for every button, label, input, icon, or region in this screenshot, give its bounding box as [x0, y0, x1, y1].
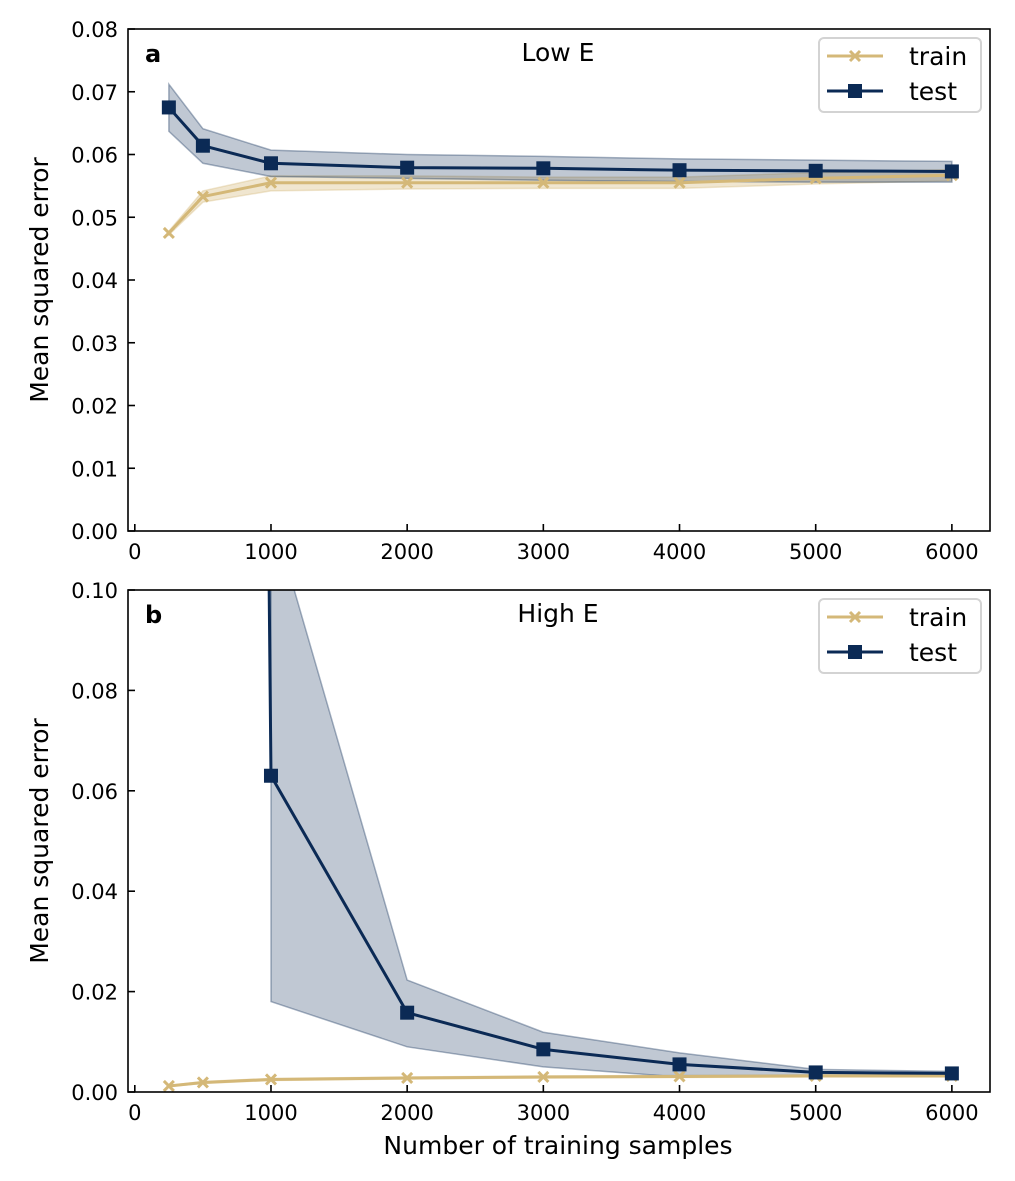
panel-letter: a — [145, 40, 161, 68]
x-tick-label: 1000 — [244, 1101, 297, 1125]
data-point-train — [264, 176, 278, 189]
y-tick-label: 0.07 — [71, 81, 118, 105]
series-line-train — [168, 1074, 952, 1088]
legend-marker-train — [848, 610, 862, 624]
panel-letter: b — [145, 601, 162, 629]
panel-title: High E — [517, 599, 598, 628]
x-axis-title: Number of training samples — [383, 1131, 732, 1160]
x-tick-label: 1000 — [244, 540, 297, 564]
x-tick-label: 4000 — [653, 1101, 706, 1125]
data-point-test — [195, 138, 210, 153]
confidence-band-test — [270, 590, 953, 1078]
y-axis-title: Mean squared error — [25, 156, 54, 402]
x-tick-label: 3000 — [517, 1101, 570, 1125]
legend: train test — [818, 37, 982, 113]
x-tick-label: 0 — [128, 540, 141, 564]
legend-label-test: test — [909, 638, 957, 667]
x-tick-label: 4000 — [653, 540, 706, 564]
data-point-test — [400, 160, 415, 175]
plot-area — [162, 590, 959, 1092]
y-tick-label: 0.05 — [71, 206, 118, 230]
legend-label-test: test — [909, 77, 957, 106]
legend-label-train: train — [909, 603, 967, 632]
x-tick-label: 5000 — [789, 1101, 842, 1125]
data-point-train — [196, 1076, 209, 1089]
panel-a: 0 1000 2000 3000 4000 5000 6000 0.00 0.01 0.02 0.0… — [25, 18, 991, 564]
plot-area — [161, 82, 959, 239]
data-point-train — [162, 1079, 175, 1092]
y-tick-label: 0.06 — [71, 780, 118, 804]
data-point-test — [808, 1065, 823, 1080]
legend-marker-test — [848, 645, 862, 659]
data-point-test — [944, 164, 959, 179]
data-point-train — [673, 176, 686, 189]
x-tick-label: 2000 — [380, 540, 433, 564]
x-tick-label: 6000 — [925, 1101, 978, 1125]
data-point-test — [944, 1066, 959, 1081]
data-point-test — [400, 1005, 415, 1020]
series-line-train — [167, 173, 952, 234]
data-point-train — [196, 190, 209, 203]
data-point-test — [263, 768, 278, 783]
x-tick-label: 3000 — [517, 540, 570, 564]
y-tick-label: 0.04 — [71, 269, 118, 293]
data-point-train — [162, 226, 175, 239]
legend-label-train: train — [909, 42, 967, 71]
legend: train test — [818, 598, 982, 674]
y-tick-label: 0.08 — [71, 679, 118, 703]
data-point-train — [673, 1070, 686, 1083]
panel-title: Low E — [522, 38, 595, 67]
legend-marker-train — [848, 49, 862, 63]
data-point-train — [264, 1073, 278, 1086]
y-tick-label: 0.08 — [71, 18, 118, 42]
data-point-train — [537, 1070, 550, 1084]
data-point-test — [672, 1057, 687, 1072]
panel-b: 0 1000 2000 3000 4000 5000 6000 0.00 0.02 0.04 0.0… — [25, 579, 991, 1160]
y-tick-label: 0.04 — [71, 880, 118, 904]
y-tick-label: 0.06 — [71, 144, 118, 168]
data-point-test — [161, 100, 176, 115]
x-tick-label: 6000 — [925, 540, 978, 564]
data-point-test — [536, 1042, 551, 1057]
data-point-test — [263, 156, 278, 171]
y-tick-label: 0.03 — [71, 332, 118, 356]
data-point-test — [672, 163, 687, 178]
confidence-band-train — [168, 168, 953, 237]
y-tick-label: 0.01 — [71, 457, 118, 481]
axes-frame — [127, 589, 991, 1093]
y-tick-label: 0.02 — [71, 981, 118, 1005]
data-point-test — [536, 161, 551, 176]
data-point-train — [401, 1071, 414, 1085]
data-point-test — [808, 163, 823, 178]
y-tick-label: 0.10 — [71, 579, 118, 603]
y-tick-label: 0.00 — [71, 520, 118, 544]
data-point-train — [537, 176, 550, 189]
x-tick-label: 5000 — [789, 540, 842, 564]
x-tick-label: 2000 — [380, 1101, 433, 1125]
series-line-test — [167, 106, 952, 173]
data-point-train — [401, 176, 414, 189]
y-tick-label: 0.00 — [71, 1081, 118, 1105]
confidence-band-test — [168, 82, 953, 183]
legend-marker-test — [848, 84, 862, 98]
x-tick-label: 0 — [128, 1101, 141, 1125]
y-axis-title: Mean squared error — [25, 717, 54, 963]
y-tick-label: 0.02 — [71, 395, 118, 419]
